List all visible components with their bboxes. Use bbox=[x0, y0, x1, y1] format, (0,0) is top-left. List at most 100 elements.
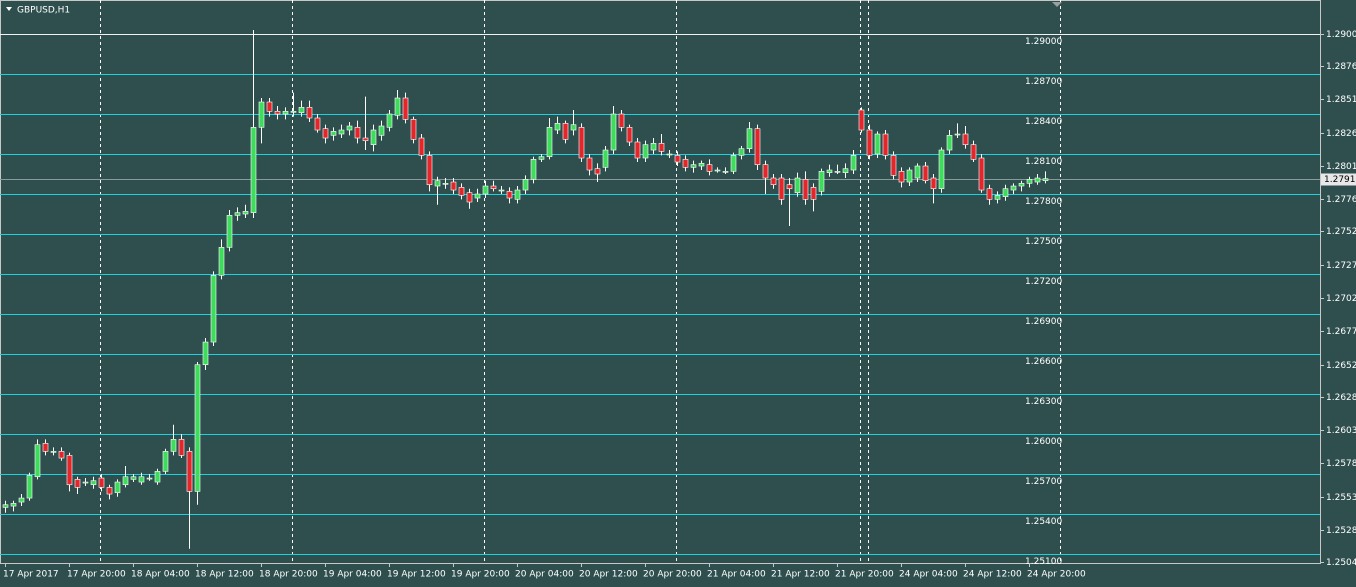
candle-body bbox=[842, 168, 849, 173]
y-tick-label: 1.2504 bbox=[1326, 558, 1356, 568]
y-tick-label: 1.2652 bbox=[1326, 361, 1356, 371]
chart-shift-marker bbox=[1052, 2, 1062, 7]
level-label: 1.27200 bbox=[1025, 277, 1062, 287]
candle-body bbox=[770, 177, 777, 185]
candle-body bbox=[570, 124, 577, 131]
candle-body bbox=[946, 135, 953, 151]
candle-body bbox=[242, 211, 249, 215]
candle-body bbox=[474, 193, 481, 199]
candle-body bbox=[826, 169, 833, 173]
candle-body bbox=[658, 143, 665, 152]
candle-body bbox=[682, 159, 689, 168]
candle-body bbox=[186, 451, 193, 492]
candle-body bbox=[194, 364, 201, 492]
last-price-label: 1.27915 bbox=[1324, 175, 1356, 185]
candle-body bbox=[90, 480, 97, 486]
candle-body bbox=[490, 185, 497, 189]
candle-body bbox=[466, 192, 473, 203]
y-tick-label: 1.2603 bbox=[1326, 426, 1356, 436]
x-tick-label: 18 Apr 20:00 bbox=[259, 570, 318, 580]
candle-body bbox=[706, 164, 713, 172]
candle-body bbox=[386, 113, 393, 128]
candle-body bbox=[226, 215, 233, 248]
y-tick-label: 1.2727 bbox=[1326, 261, 1356, 271]
level-label: 1.25700 bbox=[1025, 477, 1062, 487]
x-tick-label: 18 Apr 12:00 bbox=[195, 570, 254, 580]
x-tick-label: 18 Apr 04:00 bbox=[131, 570, 190, 580]
x-tick-label: 21 Apr 12:00 bbox=[771, 570, 830, 580]
candle-body bbox=[626, 127, 633, 143]
level-label: 1.27500 bbox=[1025, 237, 1062, 247]
candle-body bbox=[66, 455, 73, 486]
candle-body bbox=[10, 503, 17, 507]
candle-body bbox=[290, 111, 297, 113]
x-tick-label: 24 Apr 20:00 bbox=[1027, 570, 1086, 580]
candle-body bbox=[834, 171, 841, 173]
level-label: 1.25100 bbox=[1025, 557, 1062, 567]
candle-body bbox=[778, 177, 785, 200]
candle-body bbox=[258, 101, 265, 128]
candle-body bbox=[938, 149, 945, 189]
candle-body bbox=[610, 113, 617, 151]
candle-body bbox=[978, 157, 985, 191]
x-tick-label: 21 Apr 04:00 bbox=[707, 570, 766, 580]
candle-body bbox=[418, 137, 425, 156]
candle-body bbox=[434, 180, 441, 187]
candle-body bbox=[1034, 177, 1041, 183]
candle-body bbox=[898, 171, 905, 183]
candle-body bbox=[882, 133, 889, 156]
candle-body bbox=[282, 111, 289, 115]
candle-body bbox=[58, 451, 65, 459]
candle-body bbox=[986, 188, 993, 200]
plot-frame bbox=[0, 0, 1321, 564]
candle-body bbox=[818, 171, 825, 192]
candle-body bbox=[618, 113, 625, 128]
candle-body bbox=[266, 101, 273, 112]
level-label: 1.28700 bbox=[1025, 77, 1062, 87]
x-tick-label: 21 Apr 20:00 bbox=[835, 570, 894, 580]
y-tick-label: 1.2826 bbox=[1326, 129, 1356, 139]
y-tick-label: 1.2851 bbox=[1326, 95, 1356, 105]
last-price-tag bbox=[1321, 173, 1356, 186]
candle-body bbox=[890, 155, 897, 176]
candle-body bbox=[690, 164, 697, 168]
candle-body bbox=[642, 144, 649, 159]
candle-body bbox=[250, 127, 257, 213]
candle-body bbox=[970, 144, 977, 160]
candle-body bbox=[522, 179, 529, 191]
candle-body bbox=[794, 177, 801, 193]
y-tick-label: 1.2776 bbox=[1326, 195, 1356, 205]
candle-body bbox=[954, 133, 961, 136]
candle-body bbox=[1042, 178, 1049, 181]
y-tick-label: 1.2628 bbox=[1326, 393, 1356, 403]
level-label: 1.28100 bbox=[1025, 157, 1062, 167]
separators bbox=[100, 0, 1061, 563]
candle-body bbox=[530, 159, 537, 180]
candle-body bbox=[314, 117, 321, 131]
candle-body bbox=[546, 127, 553, 157]
candle-body bbox=[50, 451, 57, 453]
x-tick-label: 17 Apr 20:00 bbox=[67, 570, 126, 580]
candle-body bbox=[914, 165, 921, 179]
candle-body bbox=[2, 504, 9, 508]
chart-title: GBPUSD,H1 bbox=[17, 6, 70, 16]
candle-body bbox=[874, 133, 881, 155]
candle-body bbox=[330, 131, 337, 136]
candle-body bbox=[122, 476, 129, 486]
x-tick-label: 19 Apr 04:00 bbox=[323, 570, 382, 580]
candle-body bbox=[338, 129, 345, 135]
candle-body bbox=[138, 476, 145, 483]
y-tick-label: 1.2677 bbox=[1326, 327, 1356, 337]
candle-body bbox=[170, 439, 177, 452]
candle-body bbox=[962, 133, 969, 145]
level-label: 1.25400 bbox=[1025, 517, 1062, 527]
candle-body bbox=[674, 155, 681, 163]
y-tick-label: 1.2801 bbox=[1326, 162, 1356, 172]
candle-body bbox=[234, 212, 241, 216]
candle-body bbox=[354, 127, 361, 139]
y-tick-label: 1.2876 bbox=[1326, 62, 1356, 72]
candle-body bbox=[858, 109, 865, 131]
candle-body bbox=[362, 137, 369, 141]
candle-body bbox=[114, 481, 121, 494]
